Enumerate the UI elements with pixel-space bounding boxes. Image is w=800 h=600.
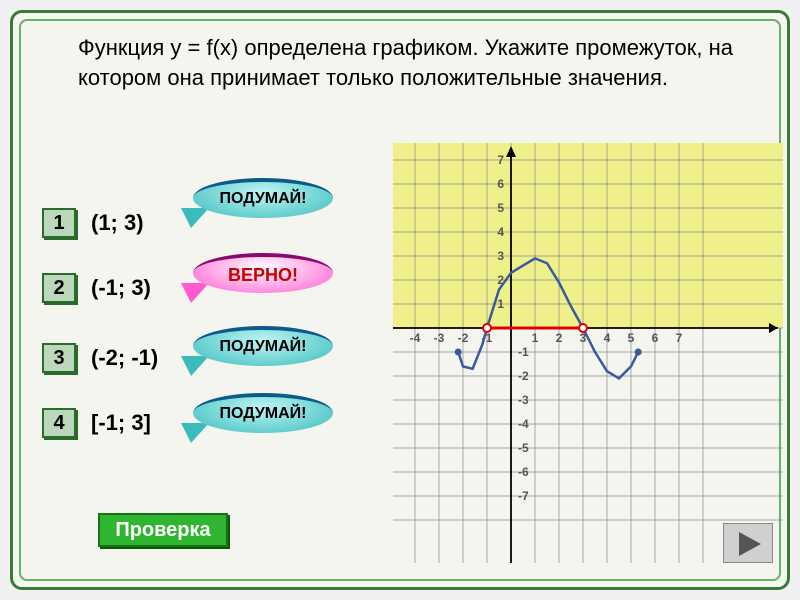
feedback-bubble-3: ПОДУМАЙ!: [193, 326, 343, 386]
option-text-4: [-1; 3]: [91, 410, 151, 436]
option-text-3: (-2; -1): [91, 345, 158, 371]
option-button-1[interactable]: 1: [42, 208, 76, 238]
svg-text:1: 1: [532, 331, 539, 345]
svg-text:7: 7: [497, 153, 504, 167]
svg-text:5: 5: [497, 201, 504, 215]
svg-text:-4: -4: [518, 417, 529, 431]
svg-text:4: 4: [497, 225, 504, 239]
svg-text:-3: -3: [434, 331, 445, 345]
option-text-1: (1; 3): [91, 210, 144, 236]
feedback-bubble-4: ПОДУМАЙ!: [193, 393, 343, 453]
svg-text:3: 3: [497, 249, 504, 263]
svg-text:-7: -7: [518, 489, 529, 503]
svg-text:-2: -2: [518, 369, 529, 383]
option-button-3[interactable]: 3: [42, 343, 76, 373]
svg-text:-5: -5: [518, 441, 529, 455]
svg-text:-1: -1: [518, 345, 529, 359]
feedback-bubble-1: ПОДУМАЙ!: [193, 178, 343, 238]
svg-text:6: 6: [497, 177, 504, 191]
svg-text:-3: -3: [518, 393, 529, 407]
next-slide-button[interactable]: [723, 523, 773, 563]
svg-text:6: 6: [652, 331, 659, 345]
option-text-2: (-1; 3): [91, 275, 151, 301]
question-text: Функция у = f(x) определена графиком. Ук…: [78, 33, 738, 92]
svg-text:7: 7: [676, 331, 683, 345]
svg-text:-6: -6: [518, 465, 529, 479]
svg-text:-2: -2: [458, 331, 469, 345]
svg-text:5: 5: [628, 331, 635, 345]
check-button[interactable]: Проверка: [98, 513, 228, 547]
svg-text:4: 4: [604, 331, 611, 345]
option-button-2[interactable]: 2: [42, 273, 76, 303]
option-button-4[interactable]: 4: [42, 408, 76, 438]
svg-text:-4: -4: [410, 331, 421, 345]
feedback-bubble-2: ВЕРНО!: [193, 253, 343, 313]
svg-text:1: 1: [497, 297, 504, 311]
svg-text:2: 2: [556, 331, 563, 345]
slide-frame: Функция у = f(x) определена графиком. Ук…: [10, 10, 790, 590]
coordinate-chart: -4-3-2-112345671234567-1-2-3-4-5-6-7: [393, 143, 783, 563]
